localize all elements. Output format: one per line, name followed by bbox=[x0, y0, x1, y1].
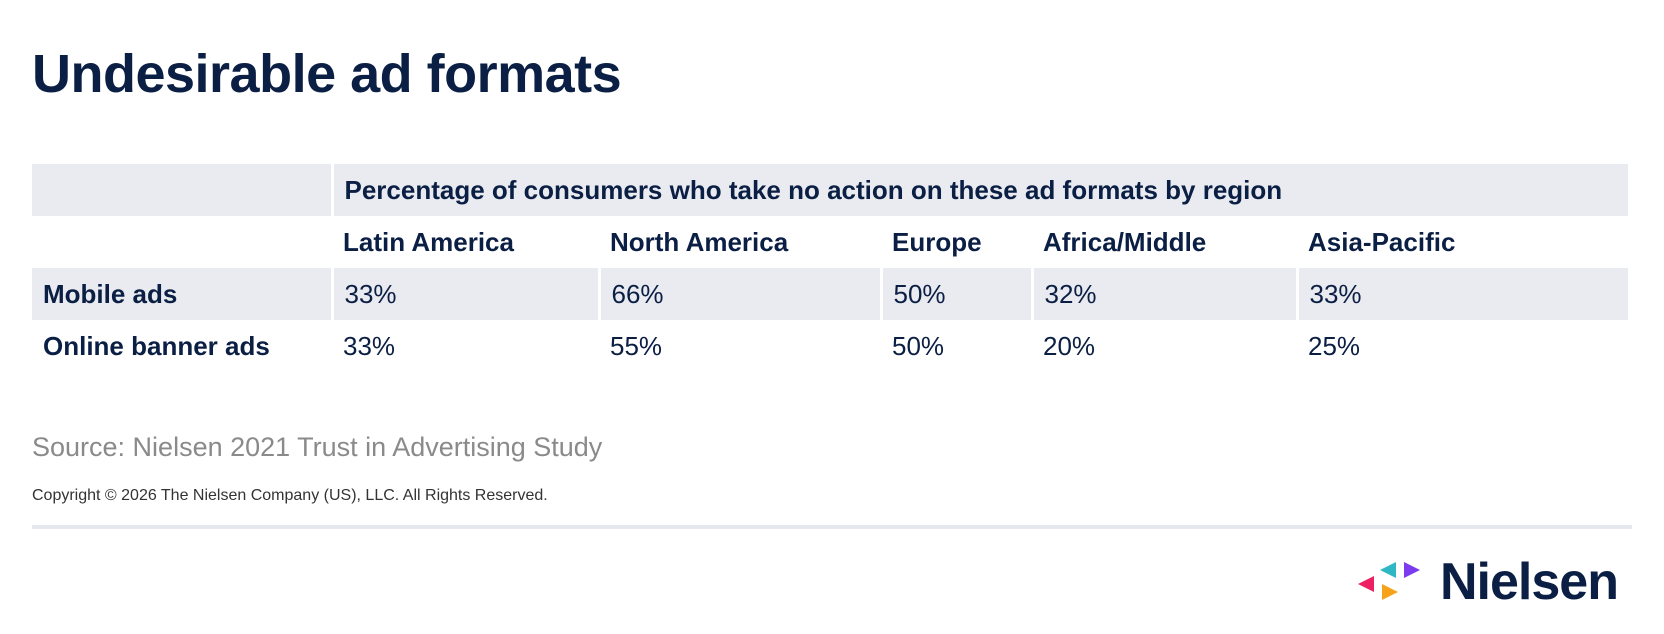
page-title: Undesirable ad formats bbox=[32, 44, 622, 104]
copyright-note: Copyright © 2026 The Nielsen Company (US… bbox=[32, 487, 548, 504]
table-cell: 50% bbox=[892, 330, 945, 361]
table-cell: 50% bbox=[879, 268, 1032, 320]
column-header: Europe bbox=[892, 226, 982, 257]
column-header-row: Latin America North America Europe Afric… bbox=[32, 216, 1628, 268]
row-label: Mobile ads bbox=[32, 268, 332, 320]
super-header: Percentage of consumers who take no acti… bbox=[330, 164, 1629, 216]
table-row: Online banner ads 33% 55% 50% 20% 25% bbox=[32, 320, 1628, 372]
table-cell: 33% bbox=[330, 268, 599, 320]
table-cell: 20% bbox=[1043, 330, 1096, 361]
corner-cell bbox=[32, 164, 332, 216]
table-super-header-row: Percentage of consumers who take no acti… bbox=[32, 164, 1629, 216]
table-cell: 66% bbox=[597, 268, 881, 320]
table-cell: 33% bbox=[343, 330, 396, 361]
table-cell: 25% bbox=[1308, 330, 1361, 361]
divider bbox=[32, 525, 1632, 529]
column-header: North America bbox=[610, 226, 789, 257]
column-header: Latin America bbox=[343, 226, 514, 257]
table-cell: 33% bbox=[1295, 268, 1629, 320]
source-note: Source: Nielsen 2021 Trust in Advertisin… bbox=[32, 432, 603, 462]
row-label: Online banner ads bbox=[43, 330, 270, 361]
nielsen-wordmark: Nielsen bbox=[1440, 553, 1619, 611]
table-row: Mobile ads 33% 66% 50% 32% 33% bbox=[32, 268, 1629, 320]
data-table: Percentage of consumers who take no acti… bbox=[32, 164, 1629, 372]
table-cell: 55% bbox=[610, 330, 663, 361]
nielsen-triangles-icon bbox=[1358, 562, 1420, 600]
table-cell: 32% bbox=[1030, 268, 1297, 320]
column-header: Asia-Pacific bbox=[1308, 226, 1456, 257]
column-header: Africa/Middle bbox=[1043, 226, 1207, 257]
row-label-header bbox=[32, 216, 332, 268]
nielsen-logo: Nielsen bbox=[1356, 552, 1636, 612]
